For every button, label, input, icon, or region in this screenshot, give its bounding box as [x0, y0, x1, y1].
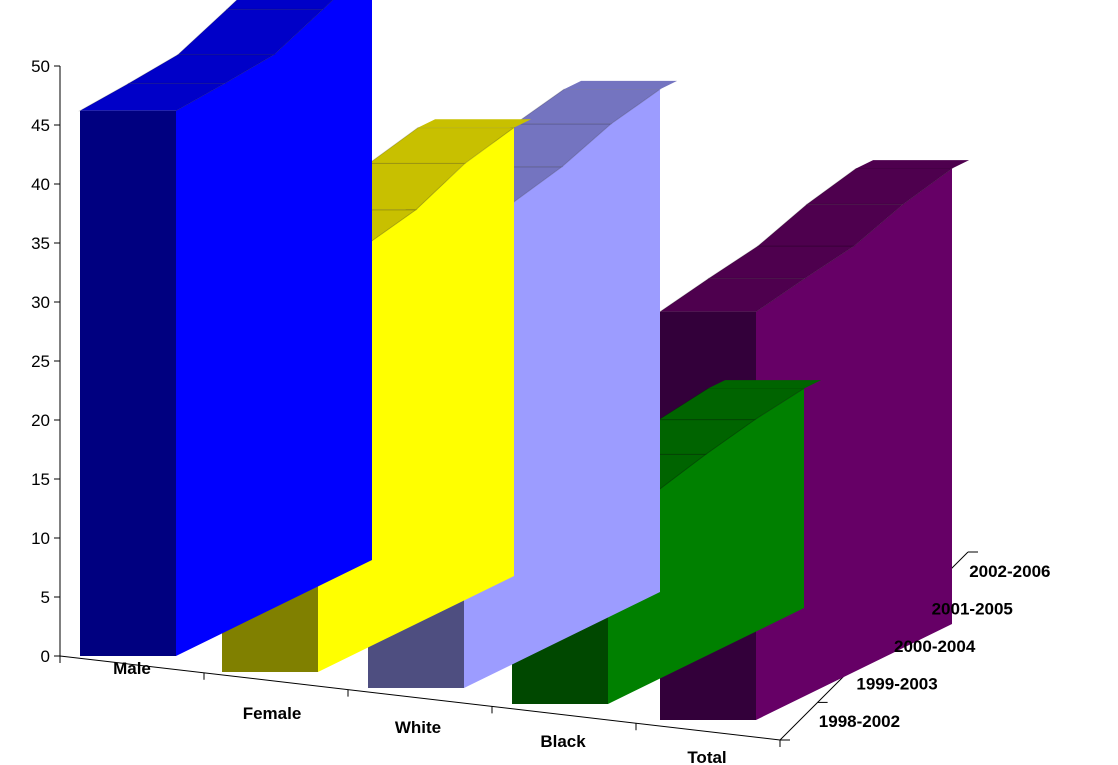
category-label-black: Black: [540, 732, 586, 751]
y-tick-label: 5: [41, 588, 50, 607]
period-label-2000-2004: 2000-2004: [894, 637, 976, 656]
bar-group-male: [78, 0, 372, 657]
category-label-male: Male: [113, 659, 151, 678]
y-tick-label: 15: [31, 470, 50, 489]
axis-labels: 0 5 10 15 20 25 30 35 40 45 50 Male Female White Black…: [31, 57, 1050, 765]
y-tick-label: 35: [31, 234, 50, 253]
y-tick-label: 40: [31, 175, 50, 194]
category-label-white: White: [395, 718, 441, 737]
y-tick-label: 0: [41, 647, 50, 666]
bar-front-male: [80, 110, 176, 657]
category-label-total: Total: [687, 748, 726, 765]
y-tick-label: 50: [31, 57, 50, 76]
period-label-1999-2003: 1999-2003: [856, 675, 937, 694]
y-tick-label: 10: [31, 529, 50, 548]
period-label-2001-2005: 2001-2005: [932, 599, 1013, 618]
bar-side-total: [756, 168, 952, 720]
y-tick-label: 25: [31, 352, 50, 371]
bar-top-cap-white: [564, 80, 678, 90]
period-label-1998-2002: 1998-2002: [819, 712, 900, 731]
y-tick-label: 30: [31, 293, 50, 312]
period-label-2002-2006: 2002-2006: [969, 562, 1050, 581]
bar-top-cap-total: [856, 160, 970, 169]
category-label-female: Female: [243, 704, 302, 723]
bar-groups: [78, 0, 970, 720]
x-axis-line: [59, 655, 781, 741]
y-tick-label: 45: [31, 116, 50, 135]
bar-top-cap-black: [708, 380, 822, 389]
bar-side-black: [608, 388, 804, 704]
y-tick-label: 20: [31, 411, 50, 430]
bar-top-male-3: [225, 0, 334, 10]
bar-side-male: [176, 0, 372, 656]
bar-top-cap-female: [418, 119, 532, 128]
